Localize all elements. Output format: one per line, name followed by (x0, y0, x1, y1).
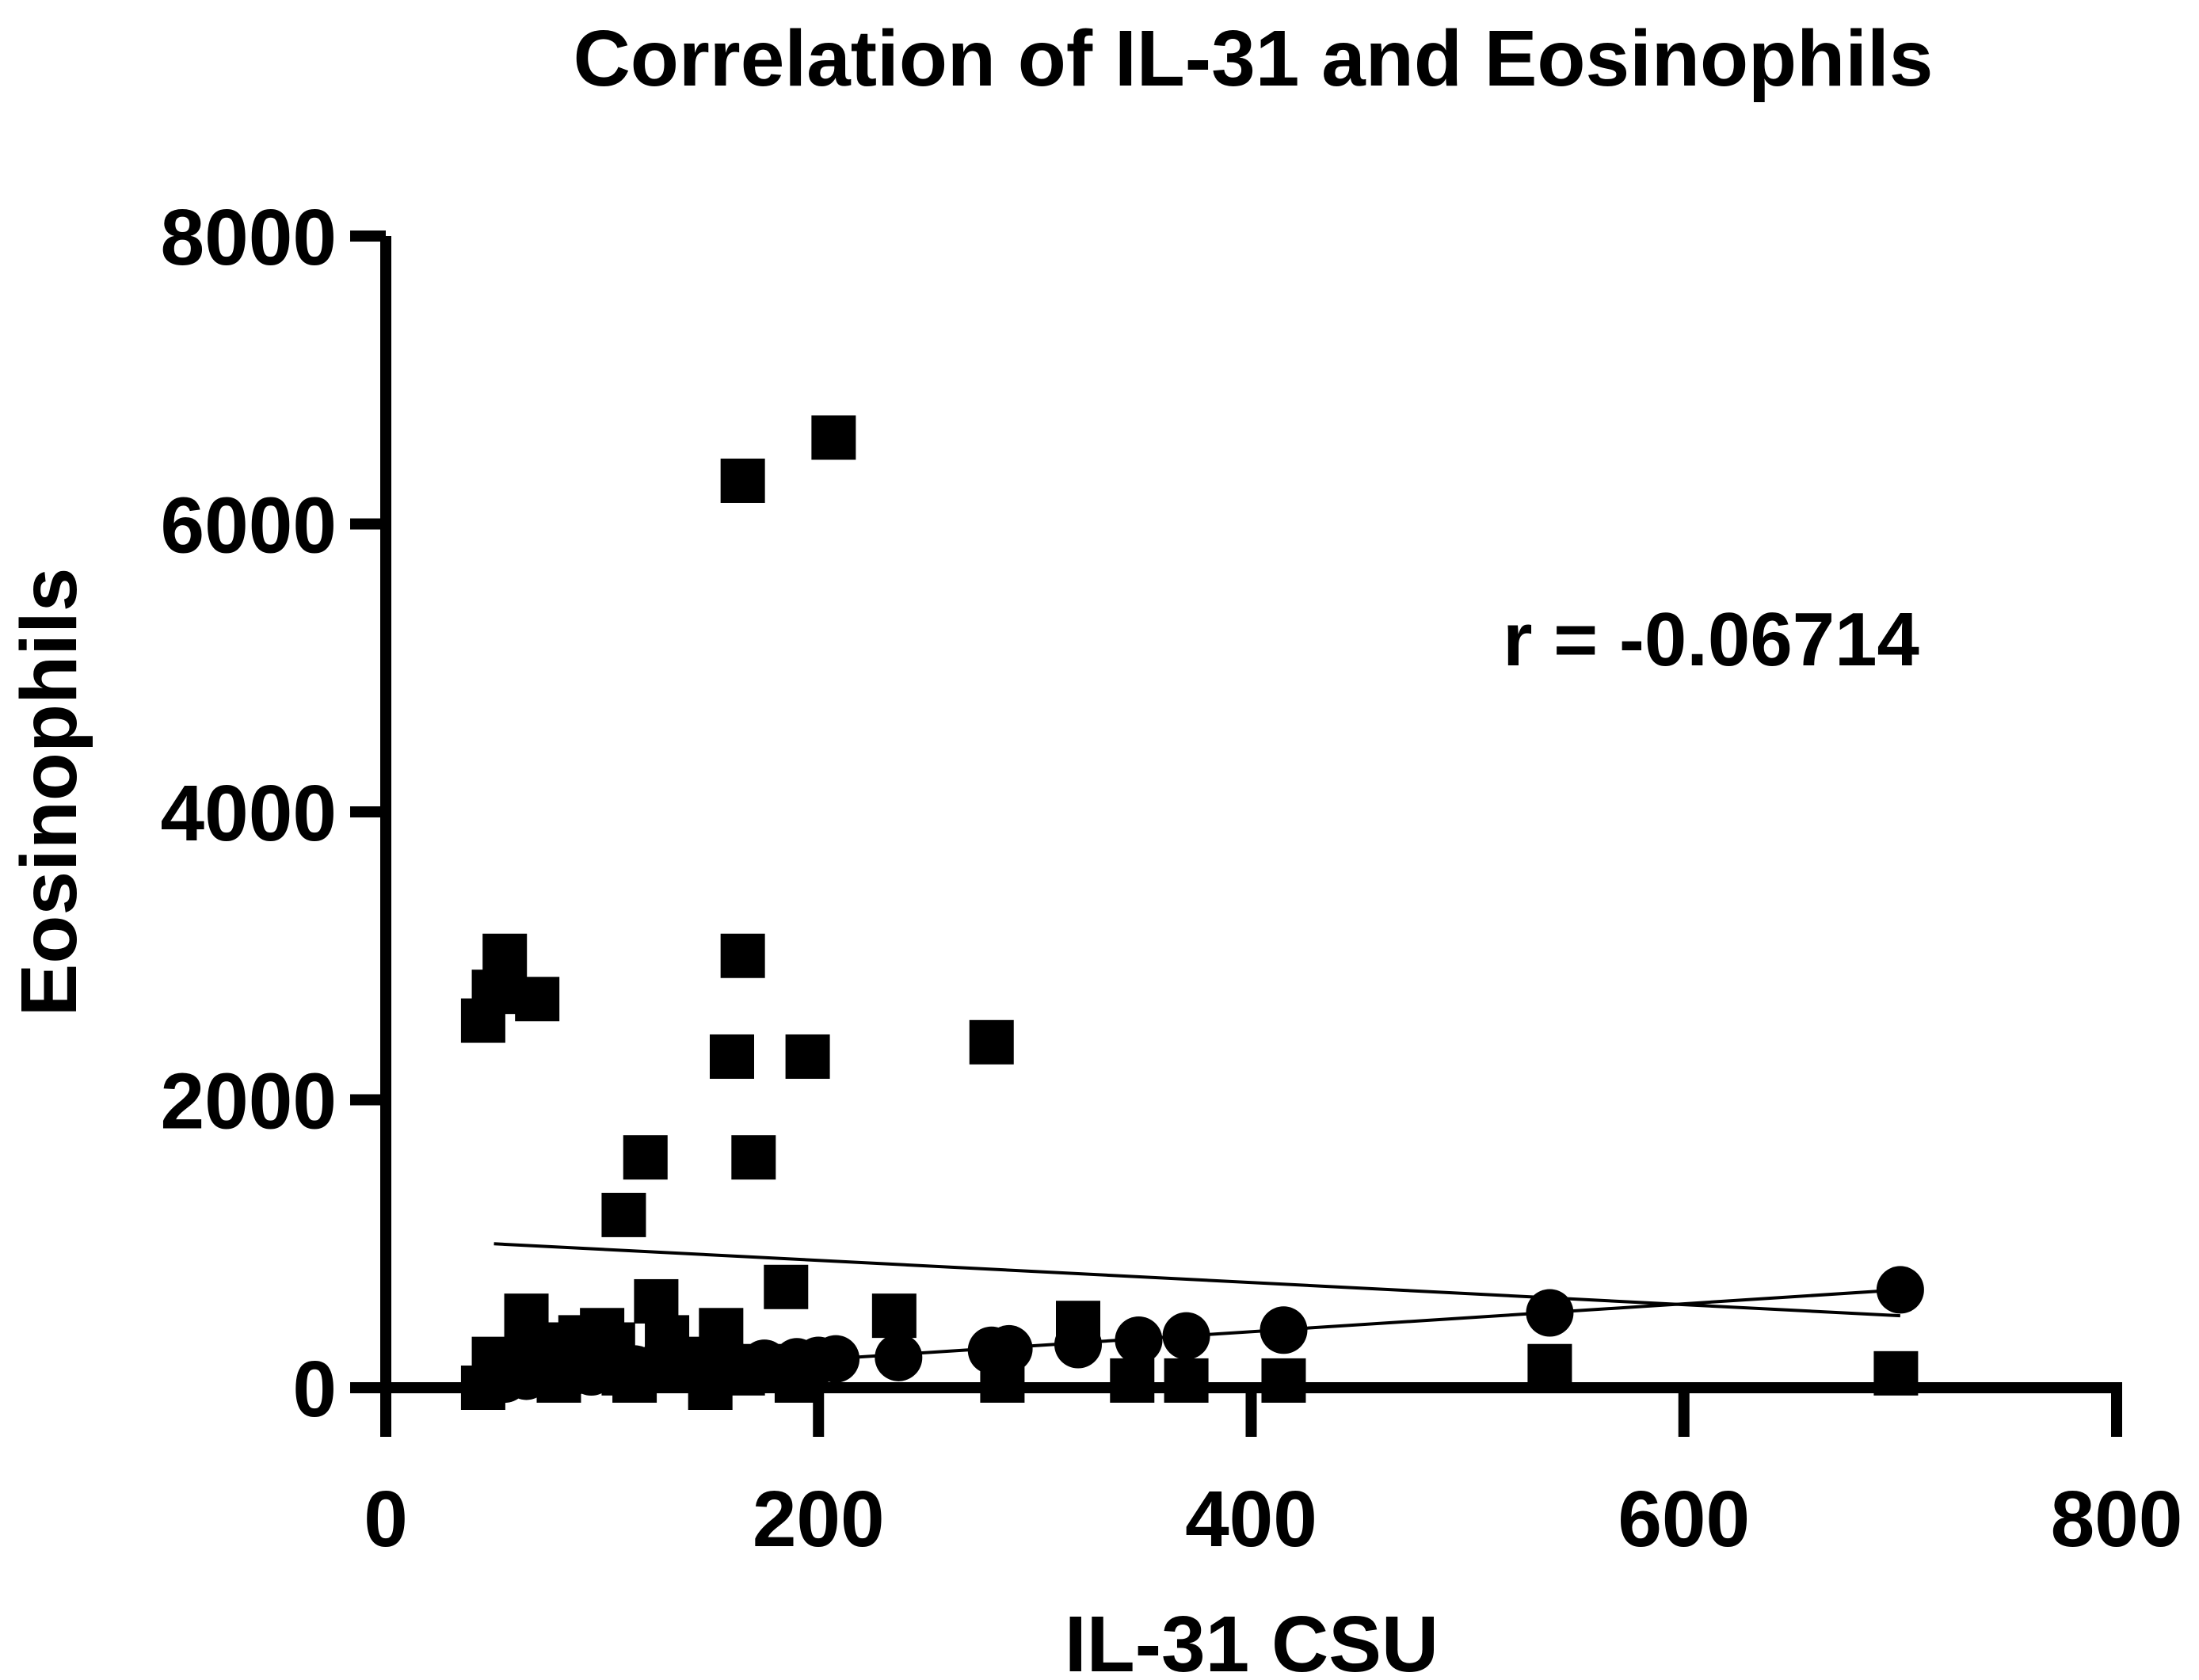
il-31-circle-point (1115, 1316, 1163, 1365)
eosinophils-square-point (811, 415, 856, 460)
eosinophils-square-point (710, 1034, 754, 1079)
eosinophils-square-point (1261, 1358, 1306, 1403)
x-axis-label: IL-31 CSU (1065, 1600, 1439, 1680)
eosinophils-square-point (785, 1034, 830, 1079)
eosinophils-square-point (720, 458, 765, 503)
eosinophils-square-point (871, 1293, 917, 1339)
eosinophils-square-point (1110, 1358, 1155, 1403)
x-tick-label: 0 (364, 1475, 408, 1564)
eosinophils-square-point (731, 1135, 776, 1180)
y-tick-label: 6000 (161, 482, 337, 570)
il-31-circle-point (1876, 1266, 1924, 1314)
y-tick-label: 2000 (161, 1057, 337, 1146)
eosinophils-square-point (482, 933, 528, 978)
eosinophils-square-point (623, 1135, 668, 1180)
y-tick-label: 4000 (161, 769, 337, 858)
chart-title: Correlation of IL-31 and Eosinophils (574, 14, 1934, 103)
eosinophils-square-point (1527, 1343, 1572, 1389)
eosinophils-square-point (969, 1019, 1014, 1065)
eosinophils-square-point (1164, 1358, 1209, 1403)
correlation-annotation: r = -0.06714 (1503, 597, 1919, 682)
x-tick-label: 200 (753, 1475, 885, 1564)
il-31-circle-point (985, 1324, 1033, 1373)
eosinophils-square-point (1873, 1350, 1919, 1396)
axes: 0 2000 4000 6000 8000 0 200 400 600 800 (161, 193, 2183, 1564)
x-tick-label: 400 (1185, 1475, 1317, 1564)
il-31-circle-point (875, 1333, 923, 1381)
y-axis-label: Eosinophils (5, 568, 93, 1017)
eosinophils-square-point (764, 1264, 809, 1309)
data-points (460, 415, 1924, 1410)
y-tick-label: 8000 (161, 193, 337, 282)
il-31-circle-point (1526, 1289, 1574, 1337)
eosinophils-square-point (601, 1192, 646, 1237)
eosinophils-square-point (515, 977, 560, 1022)
eosinophils-square-point (720, 933, 765, 978)
x-tick-label: 600 (1618, 1475, 1750, 1564)
y-tick-label: 0 (292, 1345, 337, 1434)
il-31-circle-point (1260, 1306, 1308, 1354)
il-31-circle-point (1162, 1312, 1210, 1360)
x-tick-label: 800 (2051, 1475, 2183, 1564)
il-31-circle-point (1054, 1320, 1102, 1369)
il-31-circle-point (812, 1335, 860, 1383)
